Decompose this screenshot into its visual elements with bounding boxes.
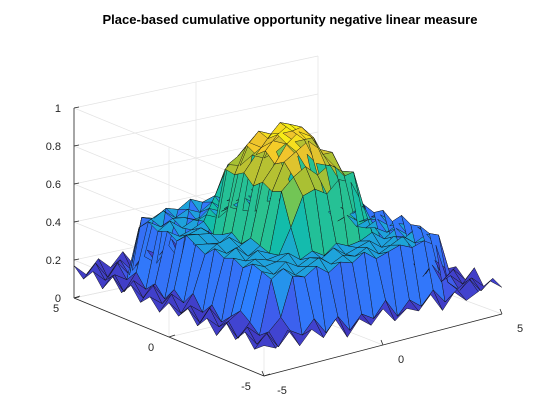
z-tick-mark: [73, 182, 80, 185]
x-tick-label: 5: [517, 323, 523, 335]
y-tick-mark: [73, 295, 81, 299]
z-tick-mark: [73, 106, 80, 109]
surface-mesh: [73, 122, 503, 350]
z-tick-label: 0.4: [46, 217, 61, 229]
x-tick-mark: [499, 308, 503, 315]
tick-labels: 00.20.40.60.81-505-505: [46, 103, 523, 397]
z-tick-label: 0.6: [46, 179, 61, 191]
surface-facet: [480, 278, 503, 292]
z-tick-label: 0.8: [46, 141, 61, 153]
z-tick-mark: [73, 220, 80, 223]
x-tick-mark: [380, 339, 384, 346]
z-tick-label: 1: [55, 103, 61, 115]
z-tick-mark: [73, 258, 80, 261]
y-tick-label: -5: [241, 381, 251, 393]
x-tick-mark: [261, 370, 265, 377]
z-tick-label: 0.2: [46, 255, 61, 267]
z-tick-label: 0: [55, 293, 61, 305]
z-tick-mark: [73, 144, 80, 147]
chart-title: Place-based cumulative opportunity negat…: [103, 12, 478, 27]
y-tick-label: 0: [148, 342, 154, 354]
x-tick-label: -5: [277, 385, 287, 397]
y-tick-label: 5: [53, 303, 59, 315]
y-tick-mark: [168, 334, 176, 338]
x-tick-label: 0: [398, 354, 404, 366]
y-tick-mark: [263, 373, 271, 377]
